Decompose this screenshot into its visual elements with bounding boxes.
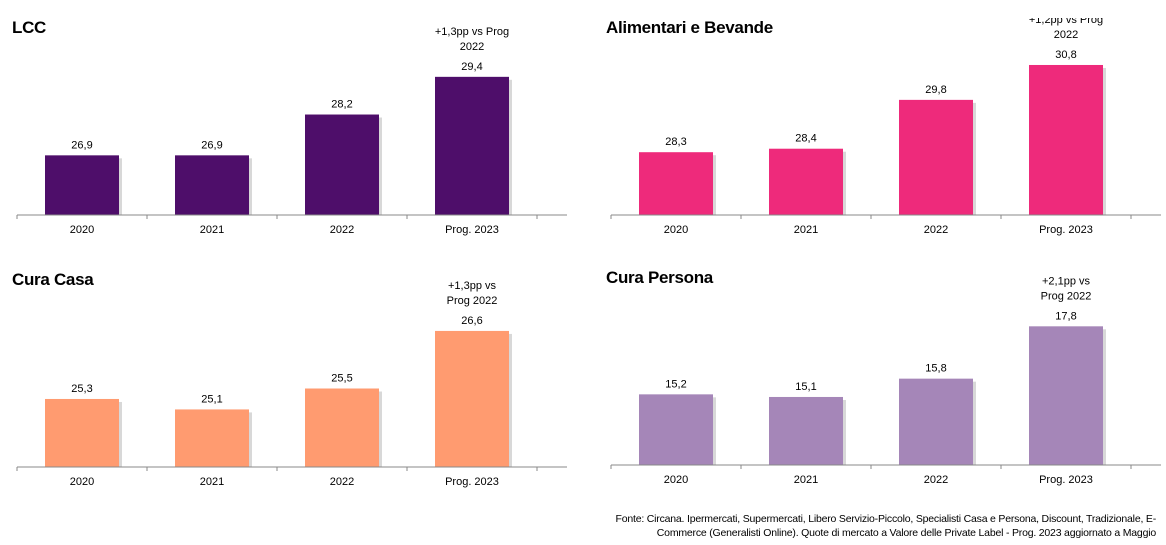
annotation: 2022 [460,41,484,53]
chart-title: Alimentari e Bevande [606,18,773,37]
data-label: 28,2 [331,99,352,111]
bar [769,396,843,465]
source-line: Commerce (Generalisti Online). Quote di … [656,527,1156,539]
bar [45,155,119,215]
tick-label: 2020 [664,474,688,486]
annotation: +1,3pp vs Prog [435,26,509,38]
data-label: 15,8 [925,363,946,375]
data-label: 15,2 [665,378,686,390]
tick-label: Prog. 2023 [1039,474,1093,486]
data-label: 17,8 [1055,310,1076,322]
bar [175,409,249,467]
bar [305,114,379,215]
data-label: 25,3 [71,383,92,395]
chart-title: LCC [12,18,47,37]
chart-panel-alimentari-e-bevande: Alimentari e Bevande 28,3 2020 28,4 2021 29,… [606,18,1166,278]
chart-panel-cura-casa: Cura Casa 25,3 2020 25,1 2021 25,5 2022 26,6 Pr… [12,270,572,530]
data-label: 28,4 [795,133,816,145]
source-line: Fonte: Circana. Ipermercati, Supermercat… [615,513,1156,525]
chart-panel-lcc: LCC 26,9 2020 26,9 2021 28,2 2022 29,4 Prog. 20… [12,18,572,278]
bar-chart: 26,9 2020 26,9 2021 28,2 2022 29,4 Prog. 2023 +1… [16,26,567,236]
bar [175,155,249,215]
data-label: 28,3 [665,136,686,148]
data-label: 25,5 [331,373,352,385]
bar [639,394,713,465]
annotation: +1,3pp vs [448,280,497,292]
annotation: +1,2pp vs Prog [1029,18,1103,26]
bar-chart: 25,3 2020 25,1 2021 25,5 2022 26,6 Prog. 2023 +1… [16,280,567,488]
bar [899,378,973,465]
source-note: Fonte: Circana. Ipermercati, Supermercat… [556,512,1156,540]
data-label: 15,1 [795,381,816,393]
chart-panel-cura-persona: Cura Persona 15,2 2020 15,1 2021 15,8 2022 17,… [606,268,1166,528]
tick-label: 2022 [330,224,354,236]
tick-label: 2020 [70,476,94,488]
data-label: 30,8 [1055,49,1076,61]
annotation: 2022 [1054,29,1078,41]
tick-label: 2021 [200,224,224,236]
bar [435,76,509,215]
annotation: +2,1pp vs [1042,275,1091,287]
bar-chart: 28,3 2020 28,4 2021 29,8 2022 30,8 Prog. 2023 +1… [610,18,1161,236]
tick-label: 2020 [70,224,94,236]
data-label: 29,8 [925,84,946,96]
tick-label: 2021 [794,474,818,486]
data-label: 26,9 [201,139,222,151]
annotation: Prog 2022 [1041,290,1092,302]
tick-label: 2021 [794,224,818,236]
tick-label: 2022 [924,224,948,236]
bar [305,388,379,467]
bar [899,99,973,215]
bar [435,330,509,467]
tick-label: 2022 [330,476,354,488]
chart-title: Cura Persona [606,268,713,287]
bar [639,152,713,215]
bar [45,398,119,467]
annotation: Prog 2022 [447,295,498,307]
data-label: 26,9 [71,139,92,151]
data-label: 25,1 [201,393,222,405]
tick-label: Prog. 2023 [445,224,499,236]
chart-title: Cura Casa [12,270,94,289]
bar [1029,326,1103,465]
data-label: 26,6 [461,315,482,327]
bar [1029,64,1103,215]
tick-label: Prog. 2023 [445,476,499,488]
bar-chart: 15,2 2020 15,1 2021 15,8 2022 17,8 Prog. 2023 +2… [610,275,1161,486]
data-label: 29,4 [461,61,482,73]
tick-label: 2021 [200,476,224,488]
bar [769,148,843,215]
tick-label: 2020 [664,224,688,236]
tick-label: Prog. 2023 [1039,224,1093,236]
tick-label: 2022 [924,474,948,486]
